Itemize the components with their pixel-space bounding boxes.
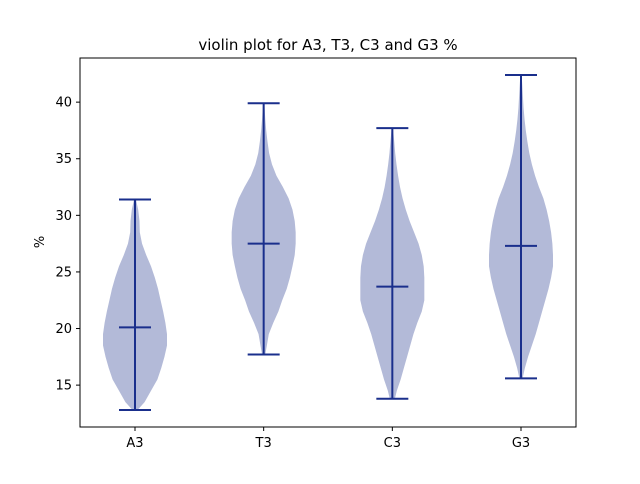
plot-frame	[79, 57, 577, 428]
y-tick-label: 20	[55, 322, 72, 337]
violins-layer	[103, 73, 553, 412]
x-tick-label: T3	[255, 436, 272, 451]
y-tick-label: 40	[55, 96, 72, 111]
x-tick-label: G3	[512, 436, 530, 451]
x-tick-label: A3	[126, 436, 143, 451]
y-tick-label: 30	[55, 209, 72, 224]
y-axis: 15 20 25 30 35 40	[55, 96, 80, 394]
y-tick-label: 35	[55, 152, 72, 167]
y-tick-label: 15	[55, 379, 72, 394]
x-tick-label: C3	[384, 436, 401, 451]
x-axis: A3 T3 C3 G3	[126, 427, 530, 451]
chart-title: violin plot for A3, T3, C3 and G3 %	[198, 36, 457, 54]
y-axis-label: %	[33, 236, 48, 248]
y-tick-label: 25	[55, 265, 72, 280]
